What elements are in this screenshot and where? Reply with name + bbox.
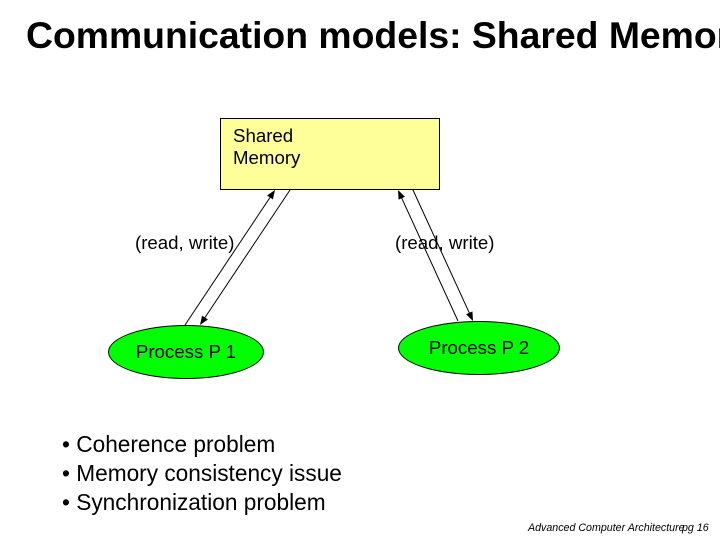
slide-root: Communication models: Shared Memory Shar… <box>0 0 720 540</box>
bullet-list: • Coherence problem • Memory consistency… <box>62 430 342 517</box>
page-title: Communication models: Shared Memory <box>26 14 720 57</box>
process-p2-label: Process P 2 <box>429 337 529 359</box>
footer-page-number: pg 16 <box>682 522 709 534</box>
bullet-item: • Synchronization problem <box>62 488 342 517</box>
shared-memory-label: Shared Memory <box>233 125 300 169</box>
process-p1-label: Process P 1 <box>136 341 236 363</box>
bullet-item: • Memory consistency issue <box>62 459 342 488</box>
read-write-label-left: (read, write) <box>135 232 235 254</box>
process-p2: Process P 2 <box>398 321 560 375</box>
footer-source: Advanced Computer Architecture <box>528 522 685 534</box>
shared-memory-label-line2: Memory <box>233 147 300 169</box>
process-p1: Process P 1 <box>108 325 264 379</box>
bullet-item: • Coherence problem <box>62 430 342 459</box>
read-write-label-right: (read, write) <box>395 232 495 254</box>
shared-memory-label-line1: Shared <box>233 125 300 147</box>
shared-memory-box: Shared Memory <box>220 118 440 190</box>
